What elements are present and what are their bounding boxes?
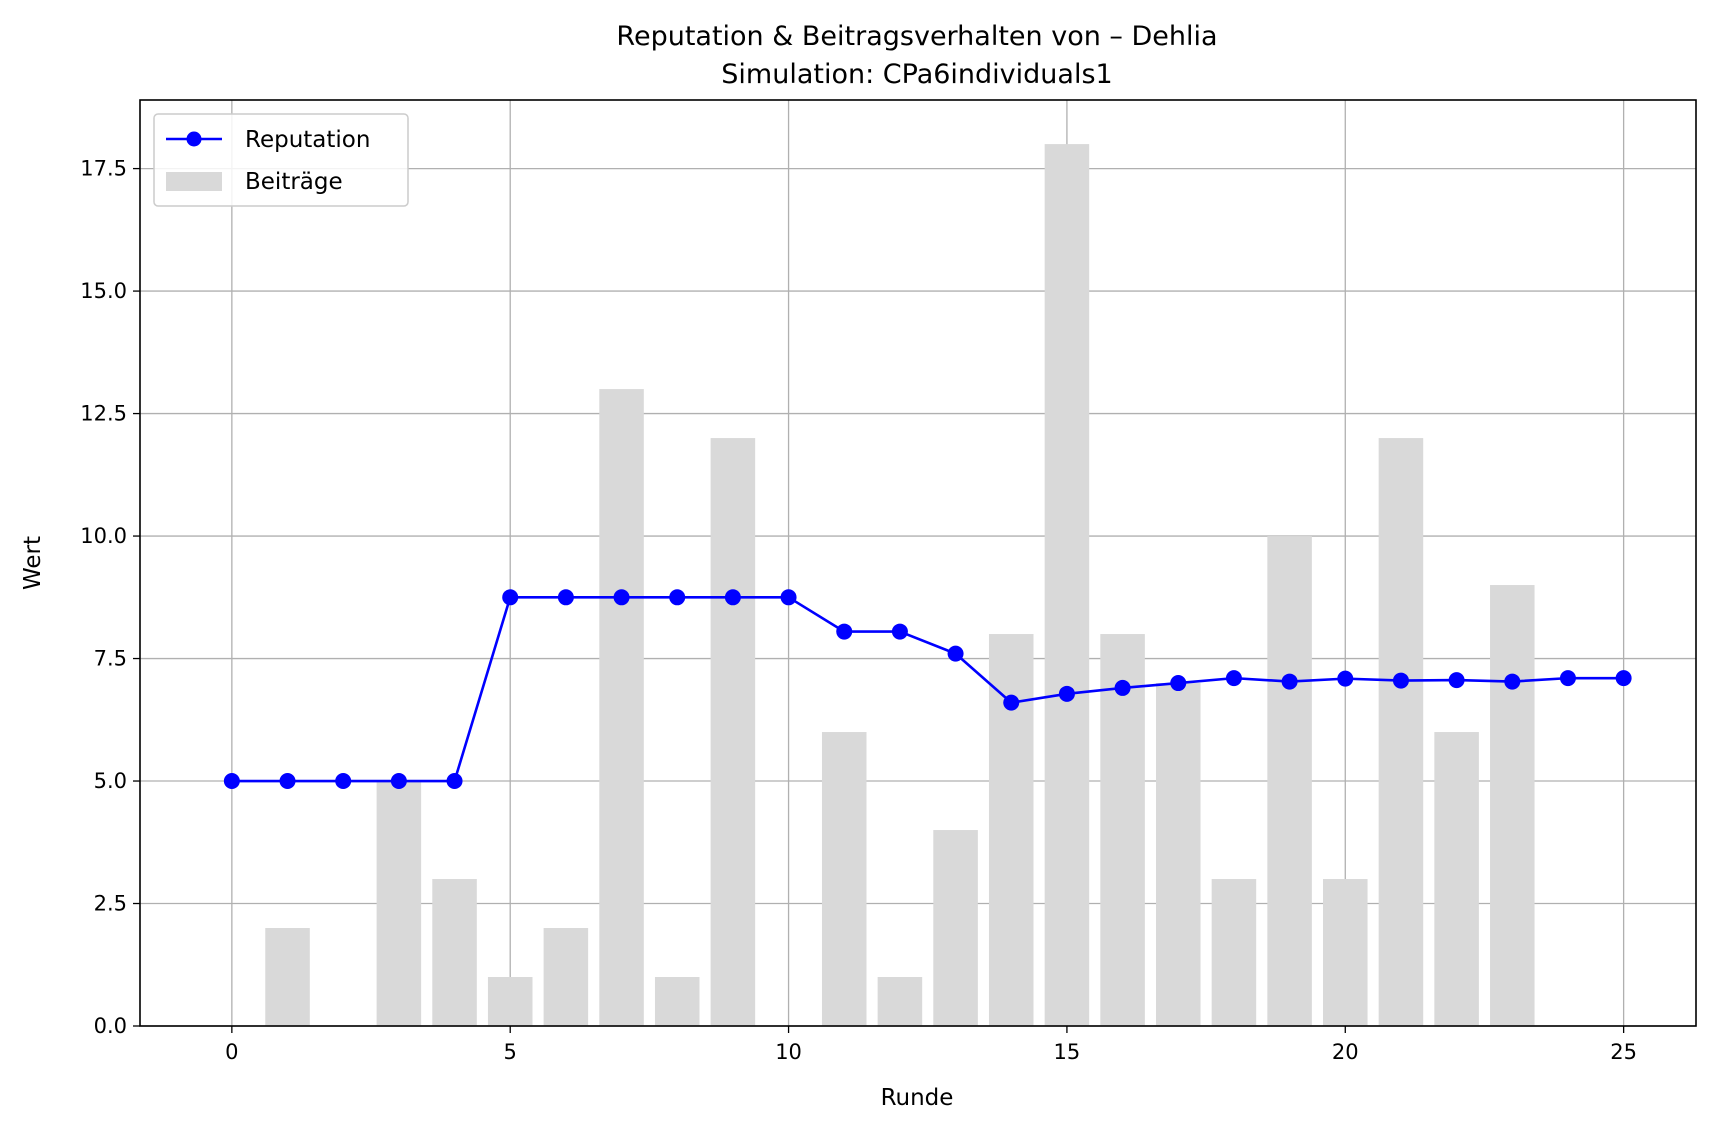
bar [1044, 144, 1090, 1027]
reputation-point [1615, 670, 1632, 687]
reputation-point [1392, 672, 1409, 689]
bar [1267, 536, 1312, 1026]
reputation-point [780, 589, 797, 606]
reputation-point [1559, 670, 1576, 687]
bar [933, 830, 978, 1026]
reputation-point [390, 773, 407, 790]
reputation-point [1504, 673, 1521, 690]
bar [710, 438, 756, 1027]
reputation-point [1003, 694, 1020, 711]
legend-label-beitraege: Beiträge [245, 169, 343, 195]
legend-marker-swatch [186, 131, 202, 147]
reputation-point [279, 773, 296, 790]
x-tick-label: 10 [775, 1040, 802, 1064]
reputation-point [947, 645, 964, 662]
y-tick-label: 2.5 [94, 892, 127, 916]
reputation-line [231, 595, 1624, 783]
reputation-point [1058, 685, 1075, 702]
reputation-point [335, 773, 352, 790]
reputation-point [613, 589, 630, 606]
legend: Reputation Beiträge [153, 113, 409, 207]
bar-series [265, 144, 1535, 1027]
chart-subtitle: Simulation: CPa6individuals1 [721, 59, 1112, 90]
bar [543, 928, 589, 1026]
y-tick-label: 12.5 [80, 402, 127, 426]
bar [265, 928, 310, 1026]
y-tick-label: 0.0 [94, 1014, 127, 1038]
bar [1155, 683, 1201, 1026]
bar [1490, 585, 1535, 1026]
bar [1100, 634, 1145, 1026]
bar [654, 977, 700, 1026]
reputation-point [1448, 672, 1465, 689]
plot-frame [139, 99, 1697, 1027]
y-tick-label: 7.5 [94, 647, 127, 671]
x-tick-label: 25 [1610, 1040, 1637, 1064]
line-series [223, 589, 1632, 790]
x-axis-label: Runde [881, 1085, 954, 1111]
reputation-point [1281, 673, 1298, 690]
reputation-point [891, 623, 908, 640]
bar [487, 977, 533, 1026]
reputation-point [502, 589, 519, 606]
chart-title: Reputation & Beitragsverhalten von – Deh… [616, 21, 1217, 52]
reputation-point [446, 773, 463, 790]
bar [599, 389, 644, 1026]
reputation-point [669, 589, 686, 606]
reputation-point [1170, 675, 1187, 692]
bar [432, 879, 477, 1026]
reputation-point [223, 773, 240, 790]
legend-bar-swatch [166, 172, 222, 191]
x-tick-label: 5 [504, 1040, 517, 1064]
y-tick-label: 10.0 [80, 524, 127, 548]
x-tick-label: 0 [225, 1040, 238, 1064]
bar [988, 634, 1034, 1026]
reputation-point [1337, 670, 1354, 687]
reputation-point [1225, 670, 1242, 687]
y-tick-label: 15.0 [80, 279, 127, 303]
x-tick-label: 15 [1054, 1040, 1081, 1064]
bar [1378, 438, 1424, 1027]
legend-label-reputation: Reputation [245, 127, 370, 153]
y-axis-label: Wert [20, 536, 46, 590]
y-tick-label: 17.5 [80, 157, 127, 181]
reputation-point [1114, 679, 1131, 696]
bar [821, 732, 867, 1026]
bar [376, 781, 422, 1026]
reputation-point [724, 589, 741, 606]
bar [877, 977, 923, 1026]
reputation-point [557, 589, 574, 606]
y-tick-label: 5.0 [94, 769, 127, 793]
reputation-point [836, 623, 853, 640]
x-tick-label: 20 [1332, 1040, 1359, 1064]
bar [1211, 879, 1257, 1026]
bar [1323, 879, 1368, 1026]
axis-ticks: 0 5 10 15 20 25 0.0 2.5 5.0 7.5 10.0 12.5 15.0 17.5 [80, 157, 1637, 1064]
bar [1434, 732, 1479, 1026]
